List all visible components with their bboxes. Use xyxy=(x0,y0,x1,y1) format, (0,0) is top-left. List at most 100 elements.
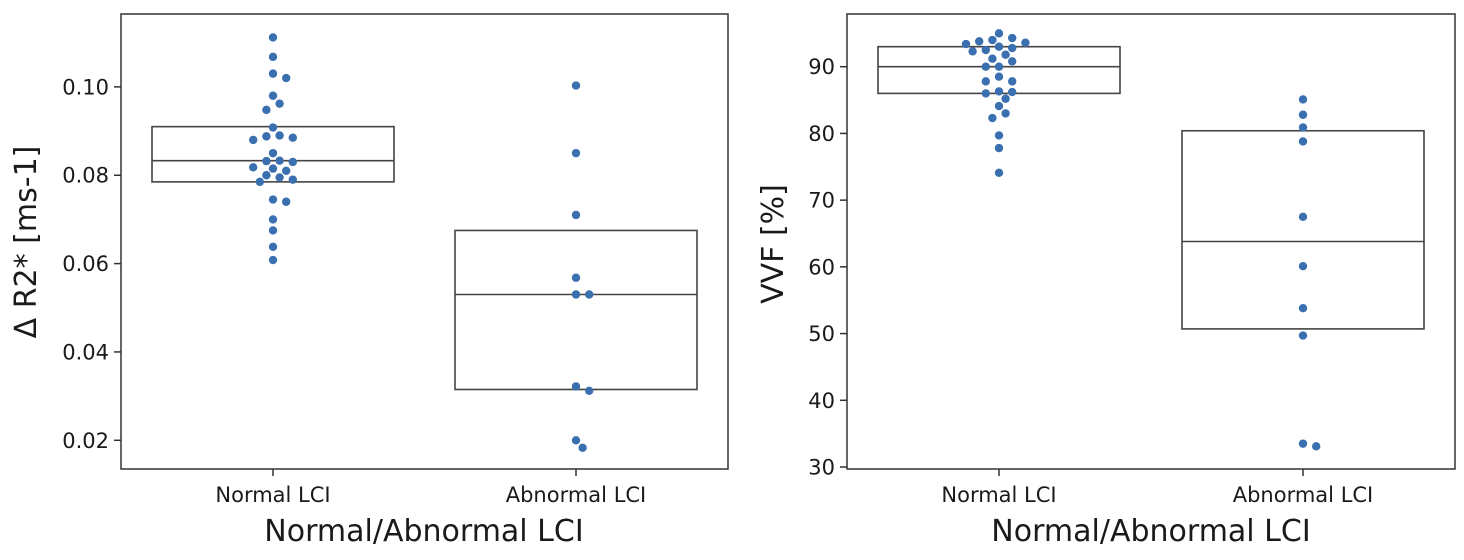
left-box-abnormal-lci xyxy=(454,229,698,391)
right-point-normal-lci-10 xyxy=(1001,50,1010,59)
right-point-normal-lci-25 xyxy=(994,131,1004,140)
right-y-axis-title: VVF [%] xyxy=(756,184,791,304)
right-point-normal-lci-20 xyxy=(981,89,990,98)
right-x-tick-label-normal: Normal LCI xyxy=(941,483,1056,507)
left-point-normal-lci-11 xyxy=(249,135,258,145)
right-point-abnormal-lci-3 xyxy=(1298,137,1308,146)
right-x-axis-ticks: Normal LCI Abnormal LCI xyxy=(941,469,1373,507)
right-point-normal-lci-4 xyxy=(1021,38,1030,47)
left-point-normal-lci-3 xyxy=(282,73,291,83)
left-point-normal-lci-24 xyxy=(282,197,291,206)
right-point-normal-lci-18 xyxy=(994,87,1004,96)
right-point-normal-lci-22 xyxy=(994,101,1004,111)
left-point-abnormal-lci-9 xyxy=(578,443,587,452)
left-point-abnormal-lci-3 xyxy=(571,273,581,282)
right-point-normal-lci-17 xyxy=(981,77,990,86)
right-point-normal-lci-8 xyxy=(981,45,990,55)
left-point-normal-lci-6 xyxy=(262,105,271,115)
right-point-abnormal-lci-2 xyxy=(1298,123,1308,132)
left-point-normal-lci-28 xyxy=(268,255,278,265)
right-point-normal-lci-6 xyxy=(994,42,1004,51)
left-point-normal-lci-13 xyxy=(275,156,284,165)
right-point-normal-lci-13 xyxy=(994,62,1004,71)
right-panel-vvf: 30 40 50 60 70 80 90 Normal LCI Abnormal LCI N… xyxy=(756,13,1456,549)
left-point-normal-lci-15 xyxy=(288,157,297,167)
right-point-normal-lci-27 xyxy=(994,168,1004,177)
left-point-normal-lci-17 xyxy=(268,164,278,173)
right-point-abnormal-lci-4 xyxy=(1298,212,1308,222)
right-y-tick-label-6: 90 xyxy=(808,55,835,79)
right-x-tick-label-abnormal: Abnormal LCI xyxy=(1233,483,1374,507)
right-point-normal-lci-1 xyxy=(1008,33,1017,43)
left-point-normal-lci-5 xyxy=(275,99,284,108)
left-point-abnormal-lci-0 xyxy=(571,81,581,90)
right-point-normal-lci-0 xyxy=(994,29,1004,38)
left-point-normal-lci-19 xyxy=(262,171,271,180)
right-point-normal-lci-12 xyxy=(1008,57,1017,66)
left-point-normal-lci-25 xyxy=(268,215,278,224)
left-y-axis-title: Δ R2* [ms-1] xyxy=(9,146,44,339)
left-point-abnormal-lci-2 xyxy=(571,210,581,220)
left-point-abnormal-lci-4 xyxy=(571,290,581,299)
left-x-tick-label-normal: Normal LCI xyxy=(215,483,330,507)
right-point-normal-lci-3 xyxy=(975,37,984,46)
left-y-tick-label-4: 0.10 xyxy=(62,75,109,99)
left-point-normal-lci-1 xyxy=(268,52,278,62)
left-y-tick-label-2: 0.06 xyxy=(62,252,109,276)
left-panel-delta-r2: 0.02 0.04 0.06 0.08 0.10 Normal LCI Abnormal… xyxy=(9,13,729,549)
right-point-abnormal-lci-6 xyxy=(1298,304,1308,313)
left-point-abnormal-lci-7 xyxy=(585,386,594,396)
left-point-normal-lci-27 xyxy=(268,242,278,252)
right-y-axis-ticks: 30 40 50 60 70 80 90 xyxy=(808,55,847,479)
right-point-normal-lci-26 xyxy=(994,143,1004,153)
right-point-normal-lci-9 xyxy=(968,47,977,56)
left-point-abnormal-lci-6 xyxy=(571,382,581,391)
right-box-abnormal-lci xyxy=(1181,129,1425,330)
right-boxes xyxy=(877,45,1425,330)
left-point-abnormal-lci-1 xyxy=(571,148,581,158)
right-point-normal-lci-14 xyxy=(981,62,990,71)
right-point-normal-lci-2 xyxy=(988,35,997,45)
left-point-normal-lci-7 xyxy=(268,123,278,132)
right-point-normal-lci-11 xyxy=(988,54,997,63)
left-point-abnormal-lci-8 xyxy=(571,436,581,445)
left-y-tick-label-1: 0.04 xyxy=(62,340,109,364)
right-point-abnormal-lci-1 xyxy=(1298,110,1308,119)
left-point-normal-lci-16 xyxy=(249,163,258,172)
right-y-tick-label-1: 40 xyxy=(808,389,835,413)
right-point-abnormal-lci-7 xyxy=(1298,331,1308,340)
right-point-abnormal-lci-8 xyxy=(1298,439,1308,448)
left-point-normal-lci-21 xyxy=(288,175,297,184)
right-y-tick-label-0: 30 xyxy=(808,455,835,479)
right-point-abnormal-lci-5 xyxy=(1298,261,1308,271)
left-point-normal-lci-4 xyxy=(268,91,278,100)
left-point-normal-lci-14 xyxy=(262,156,271,166)
left-boxes xyxy=(151,125,698,391)
right-point-normal-lci-24 xyxy=(988,113,997,123)
right-plot-frame xyxy=(846,13,1456,470)
left-plot-frame xyxy=(120,13,729,470)
right-y-tick-label-4: 70 xyxy=(808,189,835,213)
right-point-abnormal-lci-0 xyxy=(1298,95,1308,104)
left-point-normal-lci-18 xyxy=(282,166,291,176)
right-y-tick-label-3: 60 xyxy=(808,255,835,279)
right-swarm-points xyxy=(961,29,1321,451)
left-y-tick-label-3: 0.08 xyxy=(62,164,109,188)
right-y-tick-label-2: 50 xyxy=(808,322,835,346)
left-point-normal-lci-23 xyxy=(268,195,278,204)
right-point-abnormal-lci-9 xyxy=(1312,442,1321,451)
left-point-normal-lci-12 xyxy=(268,148,278,158)
left-point-normal-lci-22 xyxy=(255,177,264,187)
left-point-normal-lci-26 xyxy=(268,226,278,235)
left-point-normal-lci-0 xyxy=(268,33,278,42)
right-point-normal-lci-15 xyxy=(994,72,1004,81)
right-point-normal-lci-7 xyxy=(1008,43,1017,53)
right-point-normal-lci-5 xyxy=(961,39,971,49)
right-y-tick-label-5: 80 xyxy=(808,122,835,146)
right-point-normal-lci-23 xyxy=(1001,109,1010,118)
left-swarm-points xyxy=(249,33,594,452)
left-point-normal-lci-10 xyxy=(288,133,297,142)
right-point-normal-lci-21 xyxy=(1001,94,1010,103)
right-point-normal-lci-16 xyxy=(1008,77,1017,86)
